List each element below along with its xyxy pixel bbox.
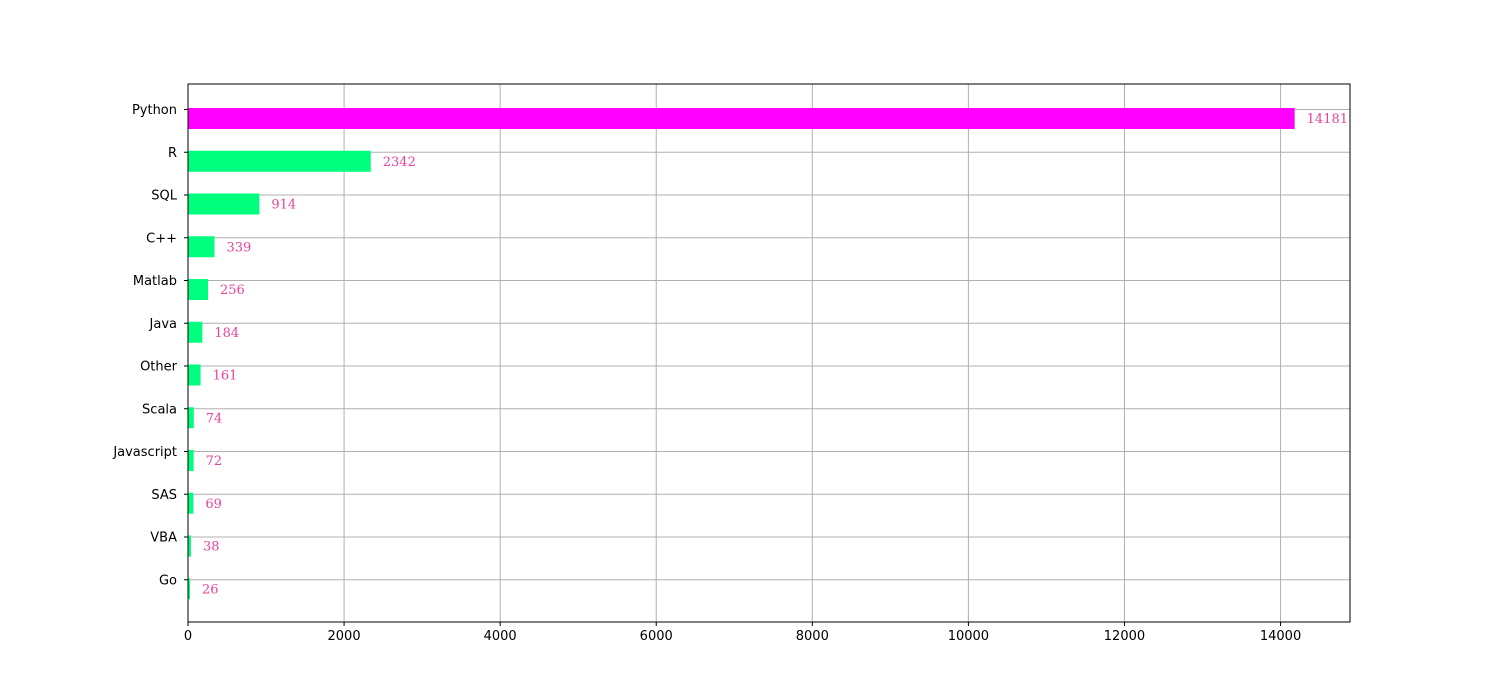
data-label: 339 <box>226 240 251 255</box>
bar-vba <box>188 535 191 557</box>
data-label: 914 <box>271 198 296 213</box>
data-label: 74 <box>206 411 223 426</box>
y-tick-label: Python <box>132 103 177 118</box>
bars <box>188 108 1295 600</box>
bar-matlab <box>188 279 208 300</box>
bar-other <box>188 364 201 386</box>
grid <box>187 84 1350 622</box>
y-axis-tick-labels: Python R SQL C++ Matlab Java Other Scala Javascr… <box>112 103 188 588</box>
y-tick-label: Other <box>140 360 178 375</box>
x-tick-label: 14000 <box>1260 629 1301 644</box>
x-tick-label: 4000 <box>484 629 517 644</box>
bar-python <box>188 108 1295 129</box>
y-tick-label: C++ <box>146 231 177 246</box>
bar-r <box>188 150 371 172</box>
data-label: 72 <box>206 454 223 469</box>
x-tick-label: 8000 <box>796 629 829 644</box>
bar-scala <box>188 407 194 429</box>
bar-sas <box>188 492 194 514</box>
bar-sql <box>188 193 260 215</box>
y-tick-label: Java <box>149 317 177 332</box>
bar-java <box>188 321 203 343</box>
y-tick-label: R <box>168 146 177 161</box>
x-tick-label: 6000 <box>640 629 673 644</box>
data-label: 256 <box>220 283 245 298</box>
data-label: 161 <box>213 369 238 384</box>
y-tick-label: SAS <box>151 488 177 503</box>
y-tick-label: Go <box>159 573 177 588</box>
y-tick-label: VBA <box>150 531 177 546</box>
x-tick-label: 10000 <box>948 629 989 644</box>
data-label: 14181 <box>1307 112 1348 127</box>
bar-c- <box>188 236 215 258</box>
y-tick-label: SQL <box>151 189 177 204</box>
x-tick-label: 12000 <box>1104 629 1145 644</box>
y-tick-label: Javascript <box>112 445 177 460</box>
data-label: 38 <box>203 540 220 555</box>
data-label: 69 <box>205 497 222 512</box>
x-tick-label: 2000 <box>328 629 361 644</box>
data-label: 2342 <box>383 155 416 170</box>
data-label: 184 <box>214 326 239 341</box>
bar-javascript <box>188 450 194 471</box>
plot-area-frame <box>187 83 1351 623</box>
bar-go <box>188 578 191 600</box>
y-tick-label: Matlab <box>133 274 177 289</box>
data-label: 26 <box>202 582 219 597</box>
x-axis-tick-labels: 0 2000 4000 6000 8000 10000 12000 14000 <box>184 622 1301 644</box>
x-tick-label: 0 <box>184 629 192 644</box>
y-tick-label: Scala <box>142 402 177 417</box>
data-labels: 14181 2342 914 339 256 184 161 74 72 69 38 26 <box>202 112 1348 597</box>
